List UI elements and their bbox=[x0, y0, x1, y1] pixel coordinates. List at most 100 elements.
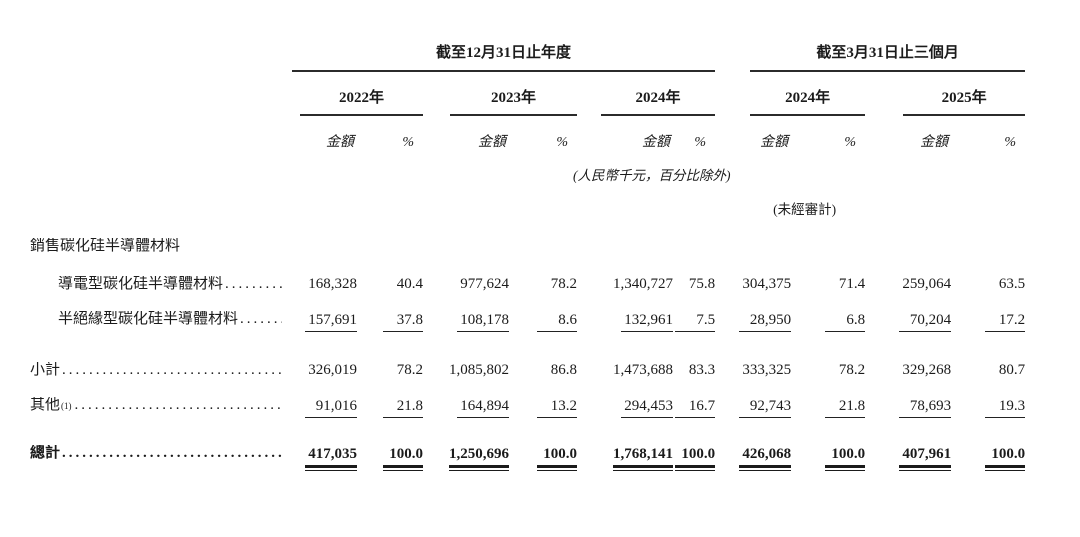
currency-note-cell: (人民幣千元，百分比除外) bbox=[285, 150, 1025, 184]
percent-cell: 78.2 bbox=[550, 275, 577, 292]
percent-cell: 13.2 bbox=[509, 378, 577, 418]
dot-leader: ........................................… bbox=[225, 275, 282, 292]
spacer-cell bbox=[30, 150, 285, 184]
currency-note-row: (人民幣千元，百分比除外) bbox=[30, 150, 1025, 184]
amount-cell: 333,325 bbox=[742, 361, 792, 378]
amount-cell: 326,019 bbox=[308, 361, 357, 378]
year-cell: 2024年 bbox=[577, 72, 716, 116]
percent-cell: 17.2 bbox=[951, 292, 1026, 332]
amount-cell: 1,250,696 bbox=[423, 418, 509, 471]
amount-column-header: 金額 bbox=[920, 134, 949, 150]
percent-cell: 75.8 bbox=[688, 275, 716, 292]
year-header-row: 2022年 2023年 2024年 2024年 2025年 bbox=[30, 72, 1026, 116]
percent-cell: 78.2 bbox=[838, 361, 866, 378]
percent-cell: 16.7 bbox=[673, 378, 716, 418]
amount-cell: 1,473,688 bbox=[613, 361, 673, 378]
percent-cell: 83.3 bbox=[688, 361, 716, 378]
amount-cell: 92,743 bbox=[715, 378, 792, 418]
percent-cell: 40.4 bbox=[396, 275, 423, 292]
table-row: 銷售碳化硅半導體材料 bbox=[30, 218, 1025, 254]
year-cell: 2023年 bbox=[423, 72, 577, 116]
year-cell: 2024年 bbox=[715, 72, 866, 116]
percent-cell: 100.0 bbox=[357, 418, 423, 471]
row-label: 半絕緣型碳化硅半導體材料 bbox=[58, 311, 239, 327]
year-header-2024-annual: 2024年 bbox=[601, 90, 716, 116]
percent-cell: 7.5 bbox=[673, 292, 716, 332]
dot-leader: ........................................… bbox=[74, 397, 282, 413]
percent-column-header: % bbox=[556, 134, 568, 150]
financial-table: 截至12月31日止年度 截至3月31日止三個月 2022年 2023年 2024… bbox=[30, 30, 1026, 471]
table-row-total: 總計 .....................................… bbox=[30, 418, 1026, 471]
row-label-cell: 半絕緣型碳化硅半導體材料 ...........................… bbox=[30, 292, 285, 332]
amount-column-header: 金額 bbox=[642, 134, 670, 150]
amount-cell: 294,453 bbox=[577, 378, 673, 418]
table-row: 半絕緣型碳化硅半導體材料 ...........................… bbox=[30, 292, 1026, 332]
period-annual-cell: 截至12月31日止年度 bbox=[285, 30, 716, 72]
row-label-cell: 小計 .....................................… bbox=[30, 332, 285, 378]
amount-cell: 407,961 bbox=[865, 418, 952, 471]
row-label: 導電型碳化硅半導體材料 bbox=[58, 275, 224, 292]
amount-cell: 304,375 bbox=[742, 275, 792, 292]
amount-cell: 329,268 bbox=[902, 361, 952, 378]
subcolumn-header-row: 金額 % 金額 % 金額 % 金額 % 金額 % bbox=[30, 116, 1025, 150]
spacer-cell bbox=[30, 116, 285, 150]
percent-column-header: % bbox=[1004, 134, 1017, 150]
amount-cell: 977,624 bbox=[460, 275, 509, 292]
percent-cell: 100.0 bbox=[951, 418, 1026, 471]
amount-cell: 132,961 bbox=[577, 292, 673, 332]
percent-cell: 86.8 bbox=[550, 361, 577, 378]
amount-cell: 1,768,141 bbox=[577, 418, 673, 471]
row-label: 銷售碳化硅半導體材料 bbox=[30, 237, 181, 254]
table-row: 小計 .....................................… bbox=[30, 332, 1025, 378]
table-row: 導電型碳化硅半導體材料 ............................… bbox=[30, 254, 1025, 292]
currency-unit-note: (人民幣千元，百分比除外) bbox=[573, 168, 731, 184]
percent-cell: 71.4 bbox=[838, 275, 866, 292]
unaudited-note-row: (未經審計) bbox=[30, 184, 1025, 218]
year-header-2024-quarter: 2024年 bbox=[750, 90, 866, 116]
spacer-cell bbox=[30, 72, 285, 116]
row-label-cell: 其他(1) ..................................… bbox=[30, 397, 282, 413]
row-label: 小計 bbox=[30, 361, 61, 378]
year-header-2022: 2022年 bbox=[300, 90, 423, 116]
percent-column-header: % bbox=[844, 134, 857, 150]
percent-cell: 78.2 bbox=[396, 361, 423, 378]
amount-cell: 1,340,727 bbox=[613, 275, 673, 292]
percent-cell: 6.8 bbox=[791, 292, 866, 332]
spacer-cell bbox=[30, 184, 715, 218]
percent-cell: 100.0 bbox=[509, 418, 577, 471]
amount-cell: 426,068 bbox=[715, 418, 792, 471]
unaudited-note-cell: (未經審計) bbox=[715, 184, 1025, 218]
amount-cell: 78,693 bbox=[865, 378, 952, 418]
year-header-2023: 2023年 bbox=[450, 90, 577, 116]
year-header-2025: 2025年 bbox=[903, 90, 1026, 116]
dot-leader: ........................................… bbox=[62, 444, 282, 461]
period-quarter-cell: 截至3月31日止三個月 bbox=[715, 30, 1026, 72]
period-annual-header: 截至12月31日止年度 bbox=[292, 45, 716, 72]
amount-cell: 157,691 bbox=[285, 292, 357, 332]
percent-cell: 21.8 bbox=[791, 378, 866, 418]
spacer-cell bbox=[30, 30, 285, 72]
dot-leader: ........................................… bbox=[240, 311, 282, 327]
amount-cell: 70,204 bbox=[865, 292, 952, 332]
dot-leader: ........................................… bbox=[62, 361, 282, 378]
row-label-cell: 總計 .....................................… bbox=[30, 418, 285, 468]
amount-cell: 108,178 bbox=[423, 292, 509, 332]
percent-cell: 63.5 bbox=[998, 275, 1026, 292]
percent-cell: 8.6 bbox=[509, 292, 577, 332]
percent-cell: 100.0 bbox=[791, 418, 866, 471]
amount-cell: 164,894 bbox=[423, 378, 509, 418]
amount-cell: 259,064 bbox=[902, 275, 952, 292]
percent-cell: 21.8 bbox=[357, 378, 423, 418]
unaudited-note: (未經審計) bbox=[773, 202, 837, 218]
amount-column-header: 金額 bbox=[326, 134, 354, 150]
document-page: 截至12月31日止年度 截至3月31日止三個月 2022年 2023年 2024… bbox=[0, 30, 1080, 537]
row-label: 總計 bbox=[30, 444, 61, 461]
percent-column-header: % bbox=[694, 134, 707, 150]
year-cell: 2022年 bbox=[285, 72, 423, 116]
percent-column-header: % bbox=[402, 134, 414, 150]
amount-cell: 28,950 bbox=[715, 292, 792, 332]
amount-column-header: 金額 bbox=[478, 134, 506, 150]
row-label-cell: 導電型碳化硅半導體材料 ............................… bbox=[30, 254, 285, 292]
period-header-row: 截至12月31日止年度 截至3月31日止三個月 bbox=[30, 30, 1026, 72]
table-row: 其他(1) ..................................… bbox=[30, 378, 1026, 418]
